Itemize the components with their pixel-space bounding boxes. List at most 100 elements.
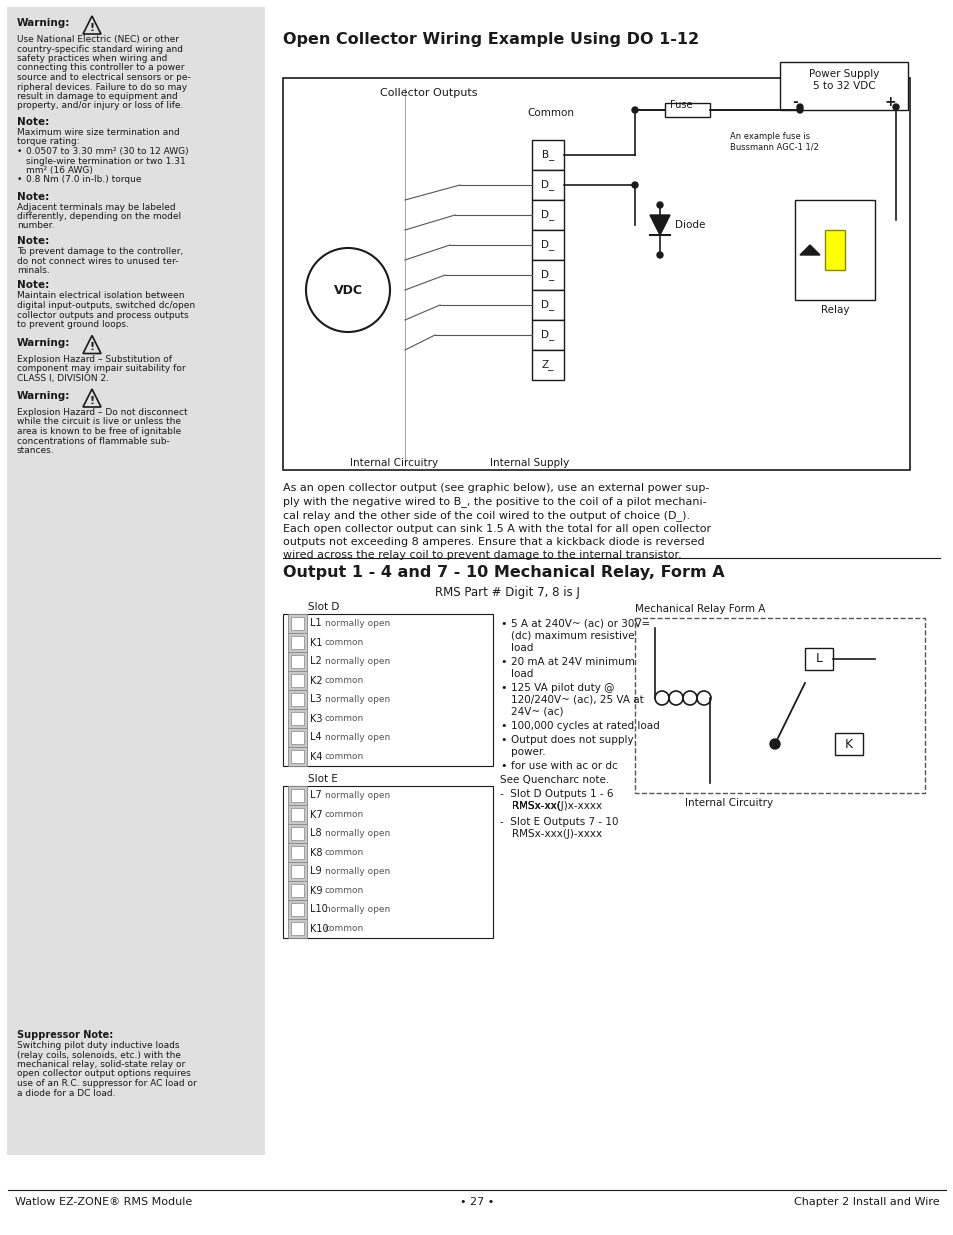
Bar <box>532 350 563 380</box>
Polygon shape <box>649 215 669 235</box>
Bar <box>291 864 304 878</box>
Text: digital input-outputs, switched dc/open: digital input-outputs, switched dc/open <box>17 301 195 310</box>
Text: common: common <box>325 810 364 819</box>
Bar <box>288 881 307 900</box>
Text: D_: D_ <box>540 269 554 280</box>
Text: 0.0507 to 3.30 mm² (30 to 12 AWG): 0.0507 to 3.30 mm² (30 to 12 AWG) <box>26 147 189 156</box>
Text: Z_: Z_ <box>541 359 554 370</box>
Text: Relay: Relay <box>820 305 848 315</box>
Text: area is known to be free of ignitable: area is known to be free of ignitable <box>17 427 181 436</box>
Text: Watlow EZ-ZONE® RMS Module: Watlow EZ-ZONE® RMS Module <box>15 1197 193 1207</box>
Circle shape <box>796 107 802 112</box>
Text: connecting this controller to a power: connecting this controller to a power <box>17 63 184 73</box>
Text: (dc) maximum resistive: (dc) maximum resistive <box>511 631 634 641</box>
Text: L: L <box>815 652 821 666</box>
Text: component may impair suitability for: component may impair suitability for <box>17 364 186 373</box>
Text: Slot D: Slot D <box>308 601 339 613</box>
Text: Note:: Note: <box>17 280 50 290</box>
Text: Slot E: Slot E <box>308 774 337 784</box>
Bar <box>291 636 304 650</box>
Text: Bussmann AGC-1 1/2: Bussmann AGC-1 1/2 <box>729 142 818 151</box>
Bar <box>288 690 307 709</box>
Bar <box>288 652 307 671</box>
Bar <box>532 261 563 290</box>
Text: Explosion Hazard – Do not disconnect: Explosion Hazard – Do not disconnect <box>17 408 188 417</box>
Text: • 27 •: • 27 • <box>459 1197 494 1207</box>
Text: -  Slot E Outputs 7 - 10: - Slot E Outputs 7 - 10 <box>499 818 618 827</box>
Bar <box>291 846 304 860</box>
Bar <box>291 789 304 802</box>
Text: normally open: normally open <box>325 657 390 666</box>
Bar <box>804 648 832 671</box>
Text: normally open: normally open <box>325 790 390 800</box>
Text: normally open: normally open <box>325 619 390 629</box>
Bar <box>288 634 307 652</box>
Bar <box>664 103 709 117</box>
Text: common: common <box>325 752 364 761</box>
Text: wired across the relay coil to prevent damage to the internal transistor.: wired across the relay coil to prevent d… <box>283 551 681 561</box>
Text: K4: K4 <box>310 752 322 762</box>
Text: number.: number. <box>17 221 54 231</box>
Bar <box>635 618 924 793</box>
Text: 20 mA at 24V minimum: 20 mA at 24V minimum <box>511 657 634 667</box>
Text: outputs not exceeding 8 amperes. Ensure that a kickback diode is reversed: outputs not exceeding 8 amperes. Ensure … <box>283 537 704 547</box>
Text: common: common <box>325 848 364 857</box>
Circle shape <box>796 104 802 110</box>
Text: See Quencharc note.: See Quencharc note. <box>499 776 609 785</box>
Text: L4: L4 <box>310 732 321 742</box>
Text: Note:: Note: <box>17 191 50 201</box>
Text: Internal Circuitry: Internal Circuitry <box>684 798 772 808</box>
Text: common: common <box>325 714 364 722</box>
Text: L7: L7 <box>310 790 321 800</box>
Text: country-specific standard wiring and: country-specific standard wiring and <box>17 44 183 53</box>
Text: ripheral devices. Failure to do so may: ripheral devices. Failure to do so may <box>17 83 187 91</box>
Text: 125 VA pilot duty @: 125 VA pilot duty @ <box>511 683 614 693</box>
Text: power.: power. <box>511 747 545 757</box>
Text: K10: K10 <box>310 924 328 934</box>
Text: Warning:: Warning: <box>17 19 71 28</box>
Circle shape <box>769 739 780 748</box>
Text: for use with ac or dc: for use with ac or dc <box>511 761 618 771</box>
Circle shape <box>631 182 638 188</box>
Text: •: • <box>499 721 506 731</box>
Text: •: • <box>17 175 22 184</box>
Text: •: • <box>499 735 506 745</box>
Bar <box>288 671 307 690</box>
Polygon shape <box>800 245 820 254</box>
Text: differently, depending on the model: differently, depending on the model <box>17 212 181 221</box>
Text: RMSx-xx(: RMSx-xx( <box>512 802 560 811</box>
Bar <box>532 290 563 320</box>
Text: K: K <box>844 737 852 751</box>
Text: +: + <box>883 95 895 109</box>
Bar <box>824 230 844 270</box>
Text: L8: L8 <box>310 829 321 839</box>
Circle shape <box>631 107 638 112</box>
Text: K8: K8 <box>310 847 322 857</box>
Bar <box>288 709 307 727</box>
Bar <box>291 923 304 935</box>
Text: Note:: Note: <box>17 236 50 246</box>
Bar <box>288 844 307 862</box>
Text: Diode: Diode <box>675 220 704 230</box>
Text: normally open: normally open <box>325 734 390 742</box>
Text: (relay coils, solenoids, etc.) with the: (relay coils, solenoids, etc.) with the <box>17 1051 181 1060</box>
Text: Collector Outputs: Collector Outputs <box>379 88 477 98</box>
Text: Output 1 - 4 and 7 - 10 Mechanical Relay, Form A: Output 1 - 4 and 7 - 10 Mechanical Relay… <box>283 564 724 580</box>
Text: Maximum wire size termination and: Maximum wire size termination and <box>17 128 179 137</box>
Circle shape <box>657 203 662 207</box>
Text: D_: D_ <box>540 330 554 341</box>
Text: CLASS I, DIVISION 2.: CLASS I, DIVISION 2. <box>17 373 109 383</box>
Text: Open Collector Wiring Example Using DO 1-12: Open Collector Wiring Example Using DO 1… <box>283 32 699 47</box>
Text: RMSx-xx(: RMSx-xx( <box>512 802 560 811</box>
Text: L3: L3 <box>310 694 321 704</box>
Text: !: ! <box>90 342 94 352</box>
Text: Common: Common <box>526 107 574 119</box>
Text: An example fuse is: An example fuse is <box>729 132 809 141</box>
Text: !: ! <box>90 395 94 406</box>
Text: source and to electrical sensors or pe-: source and to electrical sensors or pe- <box>17 73 191 82</box>
Text: L9: L9 <box>310 867 321 877</box>
Bar <box>283 785 493 939</box>
Bar <box>288 805 307 824</box>
Text: load: load <box>511 643 533 653</box>
Bar <box>288 919 307 939</box>
